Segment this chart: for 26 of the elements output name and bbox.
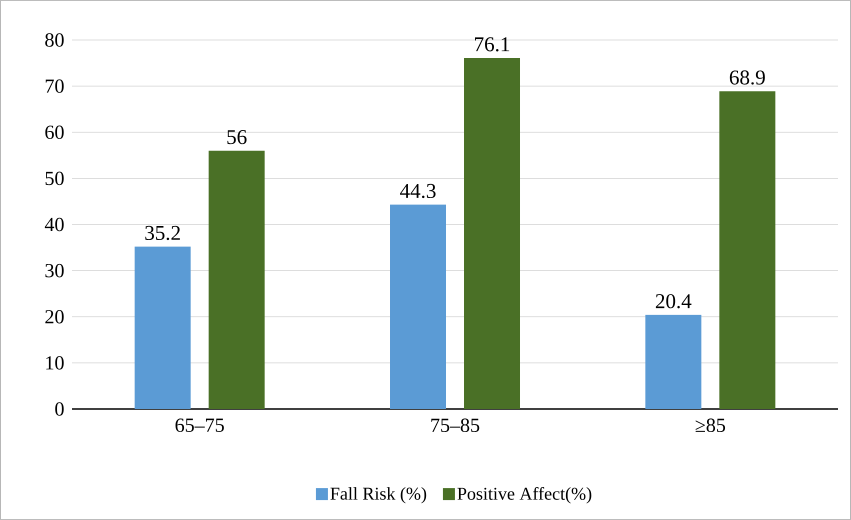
- y-tick-label: 50: [46, 172, 64, 186]
- bar: [719, 91, 776, 409]
- data-label: 76.1: [475, 37, 510, 52]
- y-tick-label: 60: [45, 126, 64, 139]
- x-tick-label: ≥85: [696, 418, 726, 432]
- x-tick-label: 65–75: [176, 418, 224, 432]
- bar: [134, 246, 191, 409]
- bar: [464, 58, 520, 409]
- data-label: 44.3: [400, 184, 436, 198]
- bar: [645, 314, 702, 409]
- data-label: 56: [227, 130, 247, 144]
- legend-label: Positive Affect(%): [457, 487, 592, 504]
- data-label: 68.9: [730, 70, 765, 85]
- y-tick-label: 20: [45, 310, 64, 324]
- y-tick-label: 10: [46, 356, 64, 370]
- data-label: 20.4: [656, 294, 692, 308]
- y-tick-label: 0: [55, 402, 64, 416]
- y-tick-label: 30: [45, 264, 64, 278]
- bar: [208, 150, 265, 409]
- y-tick-label: 80: [45, 33, 64, 47]
- legend-label: Fall Risk (%): [330, 487, 426, 504]
- y-tick-label: 70: [46, 79, 64, 93]
- x-tick-label: 75–85: [431, 418, 480, 432]
- y-tick-label: 40: [44, 218, 64, 232]
- bar: [390, 204, 446, 409]
- data-label: 35.2: [145, 226, 180, 240]
